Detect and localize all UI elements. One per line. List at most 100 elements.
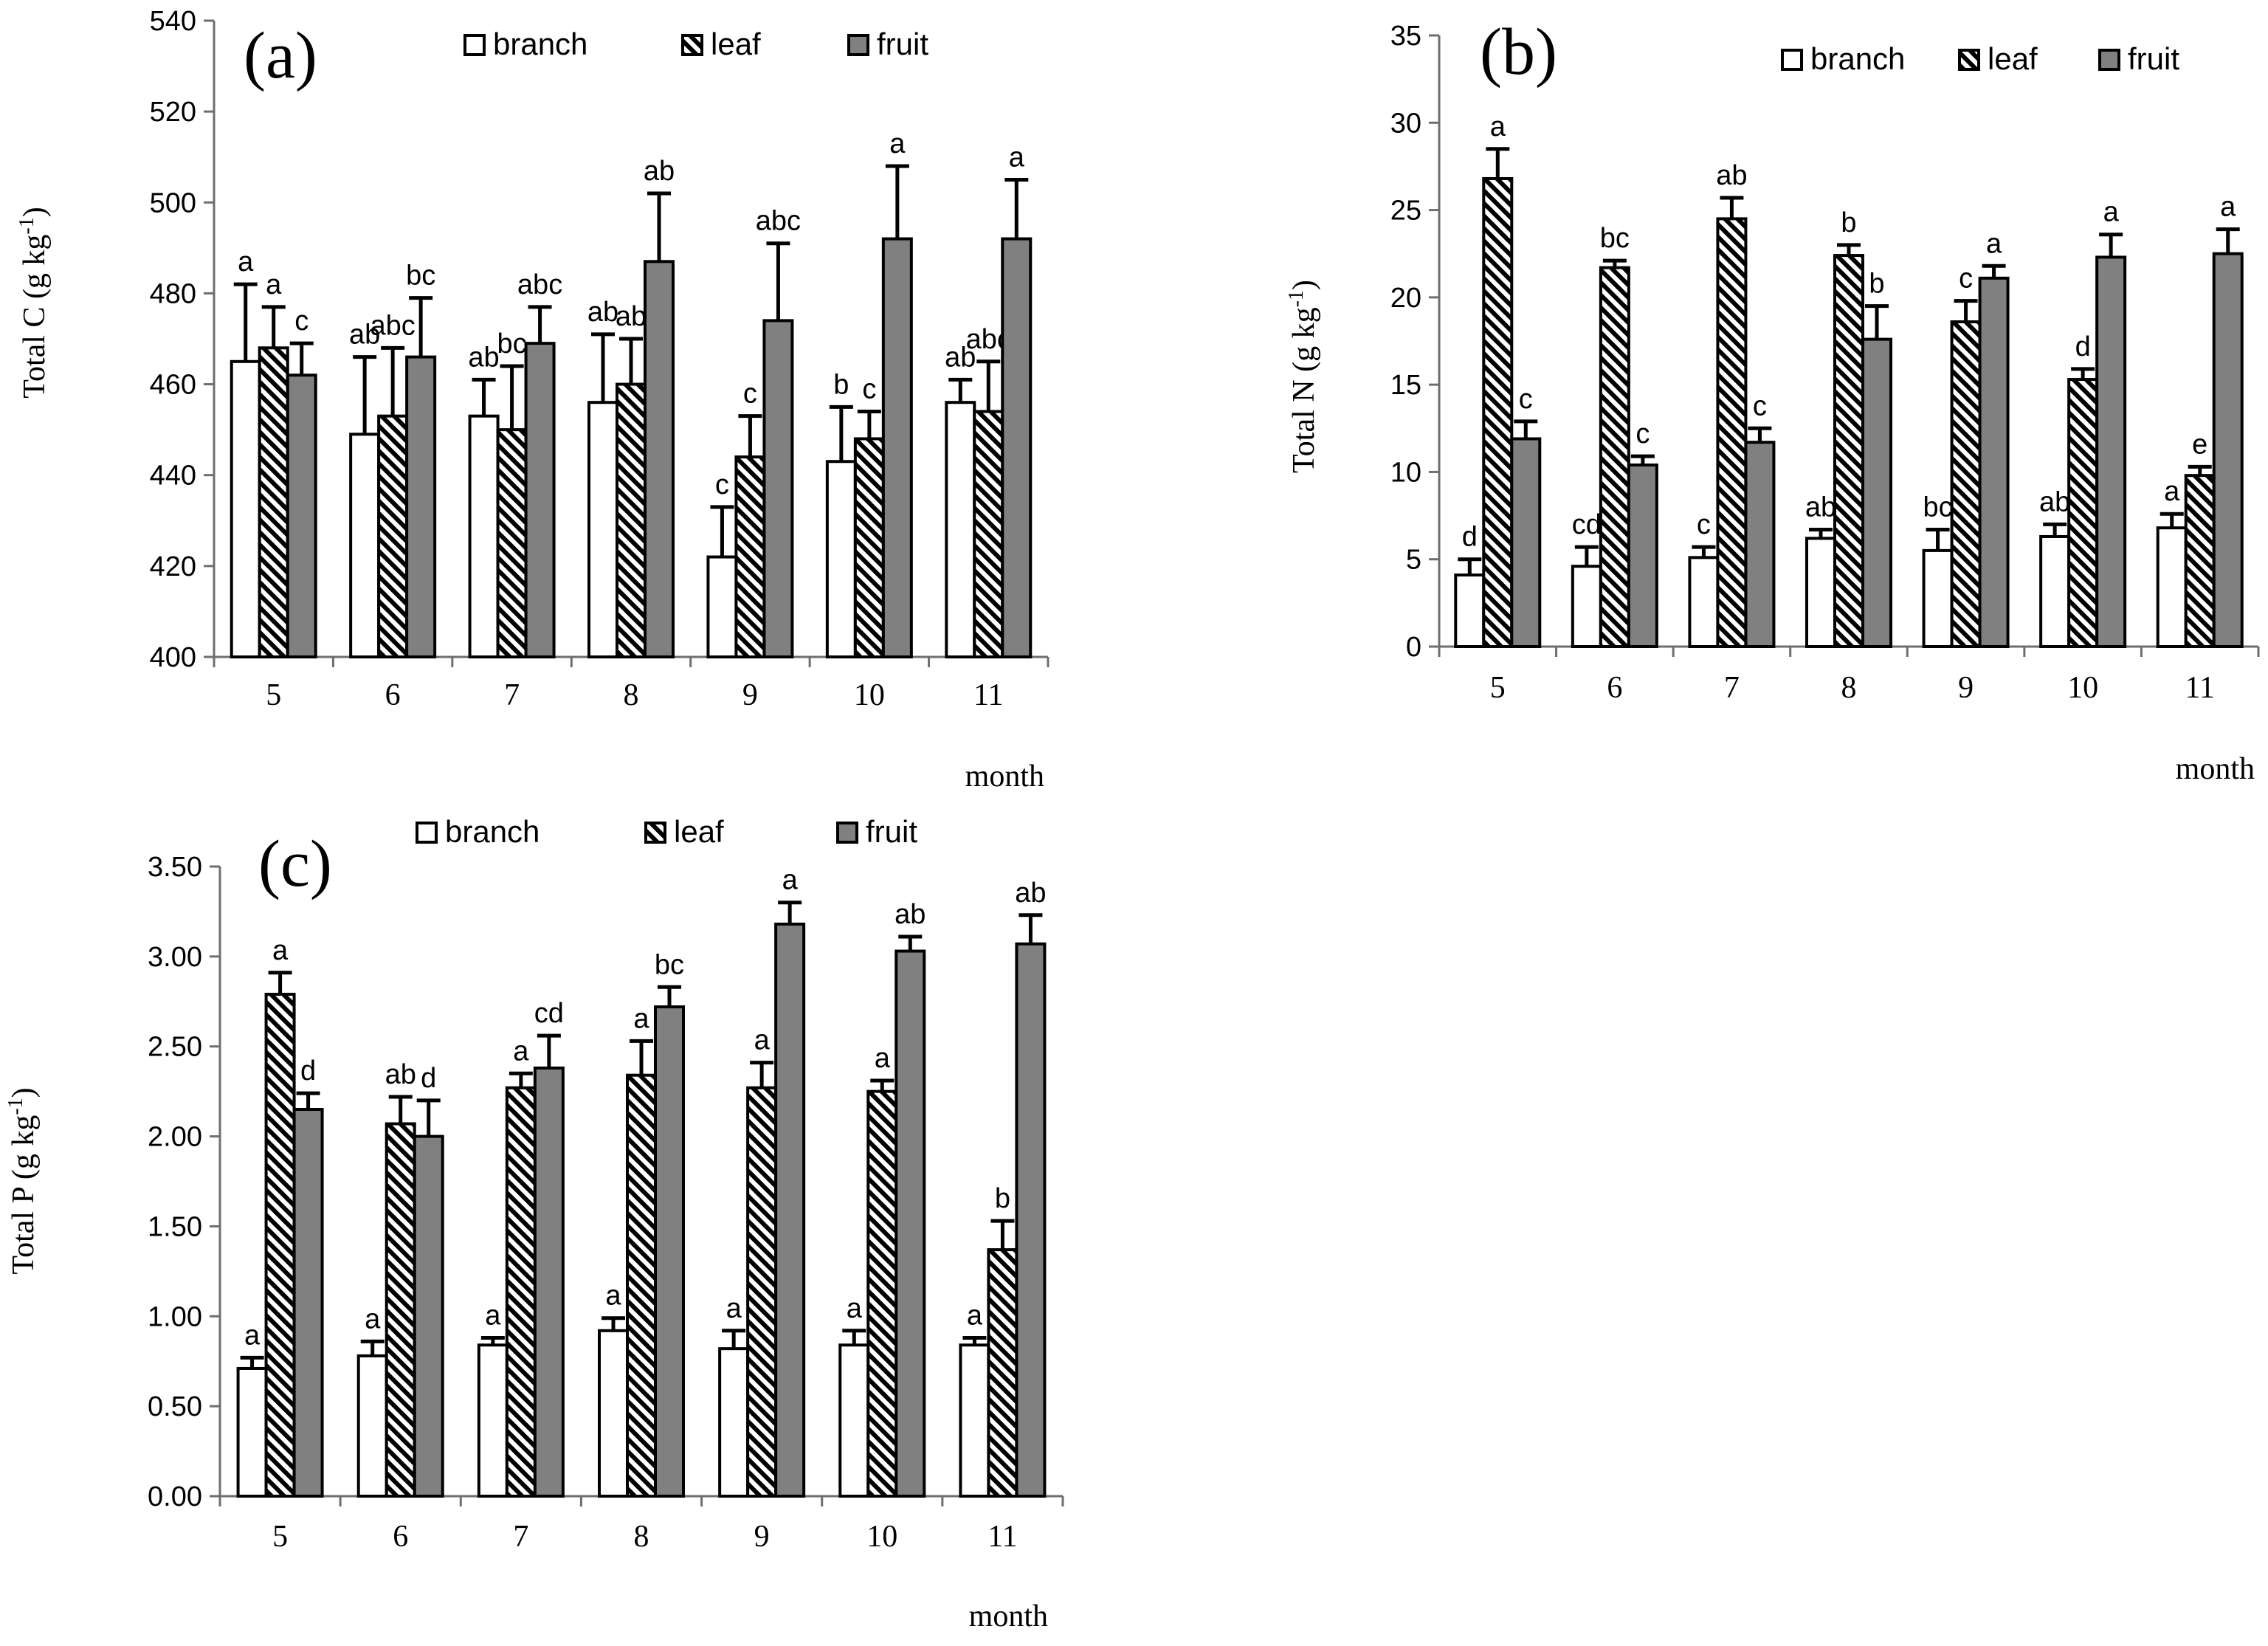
- y-tick-label: 460: [150, 370, 196, 401]
- significance-label: a: [875, 1043, 891, 1074]
- bar-fruit: [774, 922, 806, 1498]
- significance-label: abc: [517, 269, 562, 300]
- legend-label-leaf: leaf: [711, 27, 761, 61]
- significance-label: a: [889, 128, 906, 159]
- x-tick-label: 7: [504, 678, 520, 712]
- bar-leaf: [496, 428, 528, 659]
- y-tick-label: 0.50: [148, 1391, 202, 1422]
- x-tick-label: 8: [1841, 671, 1857, 705]
- significance-label: c: [1753, 390, 1767, 421]
- significance-label: a: [244, 1320, 261, 1351]
- significance-label: abc: [370, 310, 416, 341]
- legend-label-fruit: fruit: [2128, 41, 2179, 76]
- y-tick-label: 1.50: [148, 1211, 202, 1242]
- significance-label: ab: [1015, 878, 1046, 909]
- significance-label: b: [1841, 207, 1856, 238]
- significance-label: a: [1986, 228, 2002, 259]
- legend-swatch-fruit: [2098, 49, 2120, 71]
- x-tick-label: 11: [987, 1520, 1017, 1554]
- legend-swatch-fruit: [836, 822, 858, 844]
- bar-branch: [587, 401, 618, 658]
- x-tick-label: 10: [866, 1520, 897, 1554]
- significance-label: a: [2164, 476, 2180, 507]
- significance-label: bc: [497, 328, 527, 359]
- bar-leaf: [1716, 217, 1748, 648]
- bar-leaf: [1950, 320, 1982, 648]
- significance-label: a: [266, 269, 282, 300]
- y-tick-label: 10: [1390, 457, 1421, 488]
- bar-leaf: [258, 346, 289, 658]
- bar-branch: [718, 1347, 750, 1498]
- x-tick-label: 8: [624, 678, 639, 712]
- bar-branch: [468, 414, 500, 659]
- significance-label: a: [485, 1301, 501, 1332]
- bar-branch: [236, 1366, 268, 1498]
- x-tick-label: 5: [266, 678, 281, 712]
- bar-fruit: [644, 260, 675, 659]
- bar-fruit: [1978, 276, 2010, 648]
- bar-fruit: [292, 1108, 324, 1498]
- bar-branch: [598, 1329, 629, 1498]
- bar-leaf: [866, 1089, 898, 1498]
- bar-fruit: [762, 319, 794, 658]
- bar-leaf: [746, 1086, 778, 1498]
- bar-fruit: [413, 1134, 444, 1498]
- panel-label: (a): [244, 19, 317, 92]
- bar-branch: [2156, 526, 2188, 648]
- y-tick-label: 2.00: [148, 1122, 202, 1153]
- bar-leaf: [626, 1073, 657, 1498]
- y-tick-label: 540: [150, 6, 196, 37]
- y-tick-label: 3.00: [148, 942, 202, 973]
- significance-label: ab: [616, 301, 647, 332]
- y-tick-label: 5: [1406, 545, 1421, 576]
- y-tick-label: 1.00: [148, 1301, 202, 1332]
- significance-label: d: [2075, 331, 2091, 362]
- y-axis-title: Total P (g kg-1): [4, 1087, 41, 1274]
- bar-branch: [1571, 565, 1602, 648]
- bar-leaf: [505, 1086, 537, 1498]
- y-axis-title-close: ): [1287, 280, 1321, 290]
- bar-branch: [838, 1343, 870, 1498]
- bar-fruit: [2095, 255, 2127, 648]
- significance-label: a: [238, 247, 254, 278]
- significance-label: ab: [895, 899, 926, 930]
- legend-label-leaf: leaf: [674, 814, 724, 849]
- significance-label: a: [272, 935, 289, 966]
- bar-fruit: [1001, 237, 1033, 658]
- significance-label: c: [1635, 419, 1650, 450]
- bar-fruit: [405, 355, 437, 658]
- y-axis-title-sup: -1: [15, 217, 38, 234]
- bar-fruit: [654, 1005, 685, 1498]
- y-tick-label: 3.50: [148, 852, 202, 883]
- bar-leaf: [1599, 266, 1630, 648]
- x-axis-title: month: [2176, 752, 2255, 786]
- significance-label: a: [847, 1293, 863, 1324]
- significance-label: cd: [1572, 509, 1602, 540]
- bar-leaf: [987, 1248, 1018, 1498]
- y-axis-title-main: Total P (g kg: [7, 1115, 41, 1275]
- significance-label: a: [365, 1304, 381, 1335]
- significance-label: b: [833, 369, 849, 400]
- significance-label: d: [1462, 522, 1478, 553]
- bar-fruit: [286, 373, 317, 658]
- bar-fruit: [1510, 437, 1542, 648]
- significance-label: cd: [534, 998, 564, 1029]
- significance-label: bc: [406, 261, 435, 292]
- significance-label: ab: [587, 297, 618, 328]
- bar-leaf: [1482, 176, 1514, 648]
- x-axis-title: month: [969, 1599, 1048, 1633]
- significance-label: bc: [655, 949, 684, 980]
- legend-swatch-branch: [1781, 49, 1803, 71]
- legend-swatch-fruit: [847, 34, 869, 56]
- significance-label: a: [633, 1003, 649, 1034]
- legend-label-branch: branch: [493, 27, 587, 61]
- legend-swatch-leaf: [1958, 49, 1980, 71]
- bar-branch: [356, 1354, 388, 1498]
- bar-fruit: [1744, 441, 1776, 648]
- bar-leaf: [734, 455, 766, 658]
- y-axis-title: Total N (g kg-1): [1285, 280, 1322, 473]
- significance-label: c: [743, 379, 757, 410]
- bar-branch: [706, 555, 738, 658]
- y-tick-label: 520: [150, 97, 196, 128]
